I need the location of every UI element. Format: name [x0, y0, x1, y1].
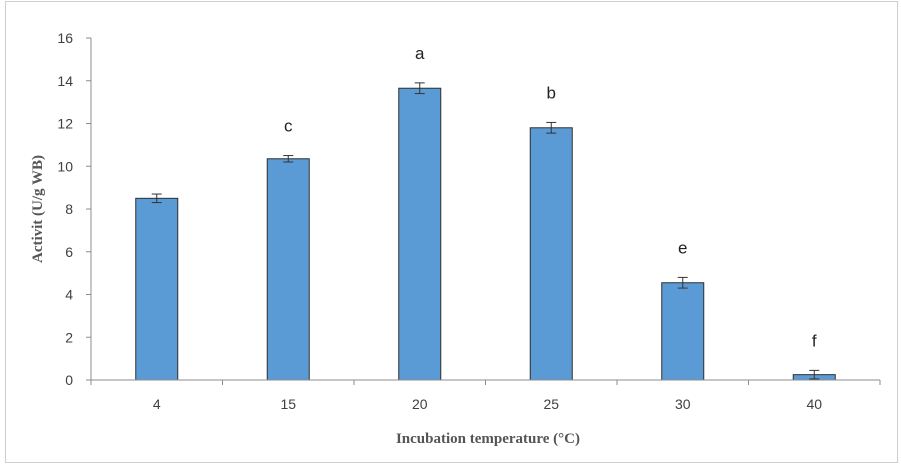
significance-label: b	[547, 83, 556, 102]
bar-15	[266, 158, 310, 381]
significance-label: e	[678, 238, 687, 257]
y-tick-label: 6	[65, 244, 73, 260]
significance-label: c	[284, 117, 293, 136]
y-tick-label: 10	[57, 158, 73, 174]
x-tick-label: 40	[806, 396, 822, 412]
significance-letters: c a b e f	[284, 44, 817, 350]
x-tick-label: 4	[153, 396, 161, 412]
y-axis-ticks: 0 2 4 6 8 10 12 14 16	[57, 30, 91, 388]
x-tick-label: 25	[543, 396, 559, 412]
x-tick-label: 30	[675, 396, 691, 412]
x-axis-title: Incubation temperature (°C)	[396, 431, 580, 447]
bar-20	[398, 87, 442, 381]
y-tick-label: 2	[65, 329, 73, 345]
y-tick-label: 16	[57, 30, 73, 46]
y-tick-label: 14	[57, 73, 73, 89]
bar-25	[529, 127, 573, 381]
y-axis-title: Activit (U/g WB)	[30, 155, 46, 263]
x-axis-ticks: 4 15 20 25 30 40	[90, 380, 881, 412]
significance-label: f	[812, 331, 817, 350]
x-tick-label: 15	[280, 396, 296, 412]
x-tick-label: 20	[412, 396, 428, 412]
significance-label: a	[415, 44, 425, 63]
bar-4	[135, 197, 179, 381]
bars	[135, 87, 836, 381]
y-tick-label: 4	[65, 287, 73, 303]
y-tick-label: 8	[65, 201, 73, 217]
bar-30	[661, 282, 705, 381]
y-tick-label: 12	[57, 116, 73, 132]
y-tick-label: 0	[65, 372, 73, 388]
error-bars	[151, 82, 820, 380]
